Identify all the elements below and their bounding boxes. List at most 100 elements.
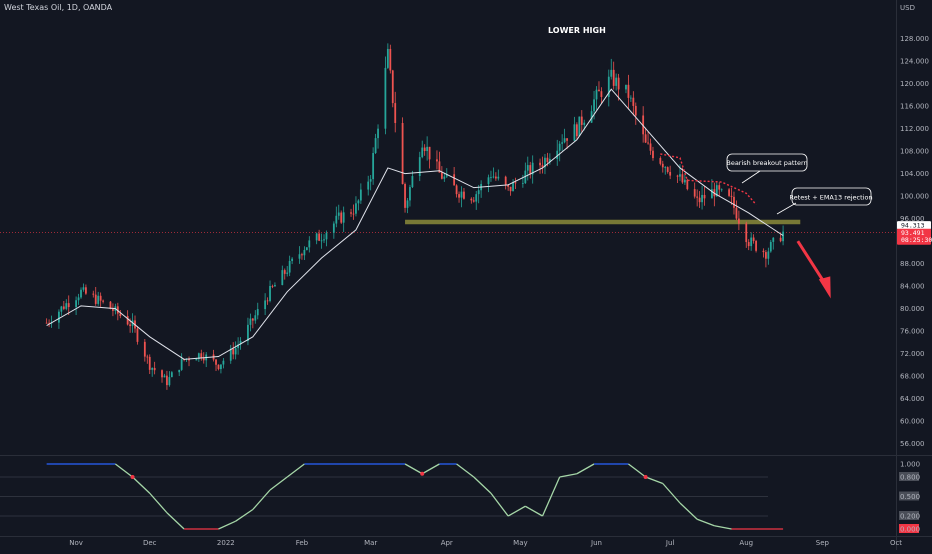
candle-body-197: [720, 189, 723, 191]
candle-body-126: [477, 190, 480, 195]
candle-body-31: [151, 367, 154, 370]
candle-body-42: [188, 358, 190, 361]
x-tick-label-7: Jun: [590, 539, 602, 547]
candle-body-70: [286, 272, 289, 274]
candle-body-146: [546, 157, 549, 163]
callout-pointer-bearish: [741, 170, 761, 184]
x-tick-label-1: Dec: [143, 539, 157, 547]
candle-body-105: [406, 200, 409, 208]
candle-body-157: [583, 122, 586, 125]
osc-seg-28: [696, 518, 715, 527]
candle-body-149: [558, 143, 561, 151]
candle-body-4: [60, 306, 63, 312]
candle-body-174: [644, 134, 647, 143]
candle-body-34: [163, 375, 166, 378]
osc-tick-label-0: 1.000: [900, 461, 920, 469]
candle-body-124: [472, 200, 475, 202]
price-label-sub-1: 08:25:30: [901, 236, 932, 244]
candle-body-131: [494, 176, 497, 179]
candle-body-167: [617, 77, 620, 90]
candle-body-202: [737, 218, 740, 224]
osc-seg-12: [404, 463, 423, 475]
osc-seg-2: [132, 476, 151, 494]
x-tick-label-0: Nov: [69, 539, 83, 547]
osc-seg-20: [541, 476, 561, 517]
symbol-header[interactable]: West Texas Oil, 1D, OANDA: [4, 3, 113, 12]
candle-body-178: [659, 158, 662, 164]
candle-body-213: [779, 237, 782, 242]
y-tick-label-13: 108.000: [900, 148, 929, 156]
candle-body-18: [109, 301, 112, 309]
osc-tick-bg-3: [899, 511, 919, 520]
candle-body-51: [220, 364, 222, 370]
candle-body-169: [627, 84, 630, 98]
candle-body-6: [65, 303, 68, 309]
candle-body-58: [247, 324, 249, 341]
candle-body-17: [102, 300, 105, 302]
y-tick-label-7: 84.000: [900, 283, 925, 291]
candle-body-43: [195, 358, 198, 361]
candle-body-134: [507, 184, 510, 187]
candle-body-66: [271, 286, 274, 287]
candle-body-87: [342, 212, 345, 223]
candle-body-120: [458, 194, 460, 198]
osc-seg-29: [714, 525, 732, 530]
candle-body-195: [715, 185, 718, 197]
candle-body-175: [647, 142, 649, 144]
candle-body-113: [436, 159, 438, 162]
candle-body-181: [666, 167, 669, 172]
candle-body-63: [264, 300, 267, 310]
y-tick-label-6: 80.000: [900, 305, 925, 313]
x-tick-label-10: Sep: [816, 539, 830, 547]
candle-body-162: [600, 91, 603, 98]
candle-body-75: [303, 249, 306, 256]
osc-tick-label-4: 0.000: [900, 526, 920, 534]
candle-body-176: [649, 143, 652, 151]
candle-body-121: [460, 191, 463, 198]
osc-seg-24: [628, 463, 647, 478]
candle-body-15: [97, 295, 100, 304]
candle-body-119: [455, 185, 458, 195]
down-arrow-shaft: [796, 240, 827, 285]
osc-seg-15: [456, 463, 475, 478]
candle-body-90: [355, 203, 357, 214]
candle-body-96: [374, 138, 377, 154]
candle-body-214: [782, 231, 784, 242]
candle-body-27: [136, 328, 139, 342]
candle-body-130: [492, 176, 495, 178]
candle-body-205: [750, 237, 753, 247]
candle-body-186: [683, 179, 686, 183]
candle-body-193: [710, 189, 713, 199]
y-tick-label-3: 68.000: [900, 373, 925, 381]
candle-body-102: [394, 103, 397, 123]
candle-body-65: [269, 286, 271, 302]
candle-body-179: [661, 163, 664, 168]
candle-body-5: [62, 306, 65, 309]
candle-body-7: [67, 303, 70, 308]
candle-body-203: [745, 223, 748, 243]
candle-body-44: [197, 353, 200, 359]
candle-body-19: [112, 308, 114, 311]
y-tick-label-12: 104.000: [900, 170, 929, 178]
candle-body-204: [747, 242, 750, 247]
candle-body-206: [752, 237, 755, 241]
candle-body-166: [615, 77, 618, 86]
candle-body-97: [377, 128, 379, 139]
y-tick-label-17: 124.000: [900, 58, 929, 66]
candle-body-33: [161, 370, 163, 378]
candle-body-137: [514, 182, 517, 184]
candle-body-85: [337, 212, 340, 216]
osc-seg-19: [525, 505, 543, 517]
candle-body-79: [318, 233, 321, 241]
osc-tick-label-2: 0.500: [900, 493, 920, 501]
candle-body-36: [168, 377, 171, 386]
candle-body-207: [755, 240, 757, 251]
x-tick-label-5: Apr: [441, 539, 453, 547]
candle-body-158: [590, 111, 593, 123]
candle-body-210: [767, 251, 770, 259]
osc-seg-3: [149, 492, 168, 514]
candle-body-39: [180, 359, 183, 370]
osc-tick-bg-2: [899, 491, 919, 501]
